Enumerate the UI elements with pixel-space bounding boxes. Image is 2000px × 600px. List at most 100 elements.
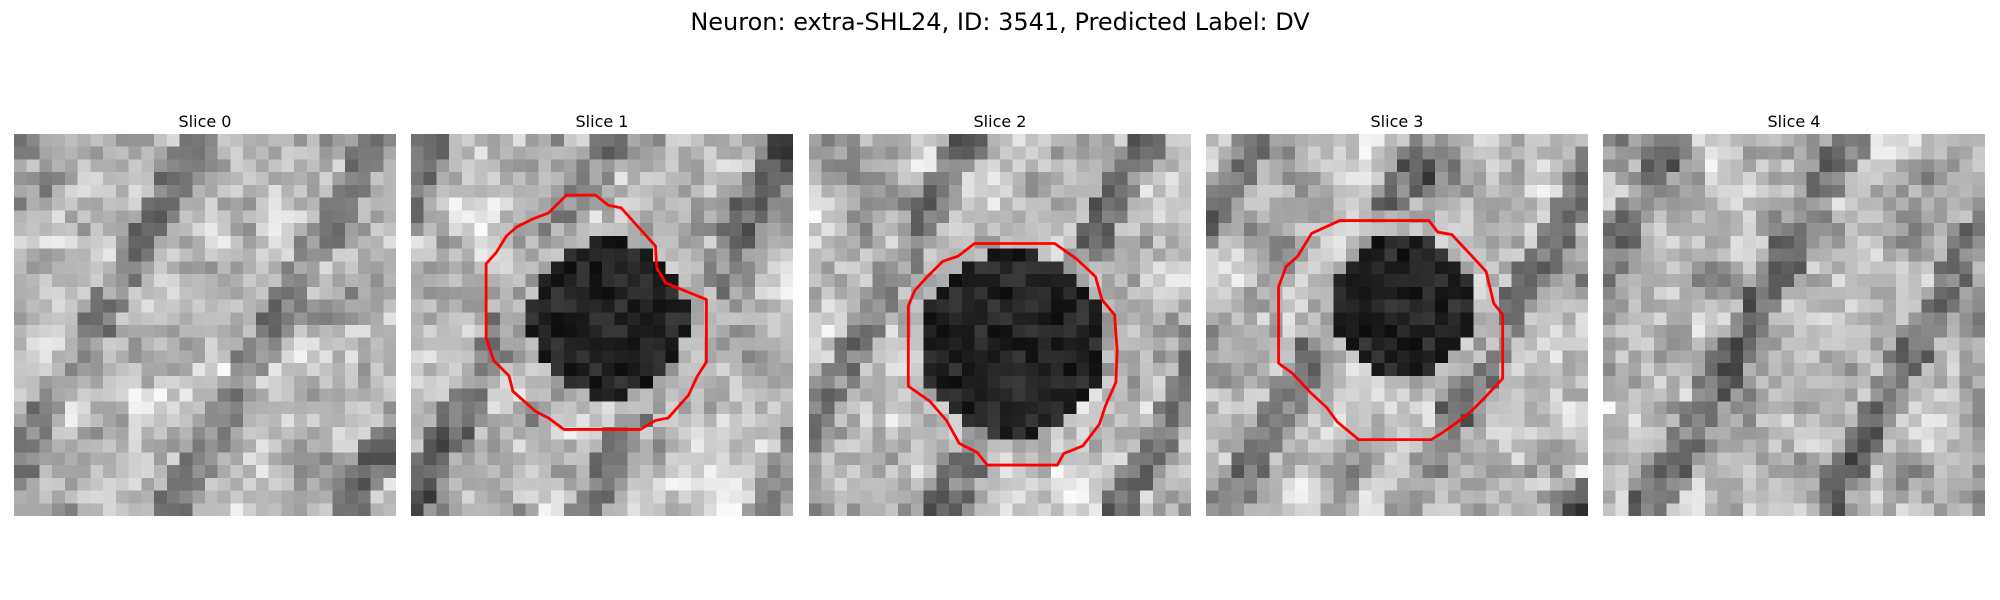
pixel [847, 312, 861, 326]
pixel [423, 197, 437, 211]
pixel [141, 465, 155, 479]
pixel [14, 286, 27, 300]
pixel [141, 159, 155, 173]
pixel [1946, 337, 1960, 351]
pixel [1524, 363, 1538, 377]
pixel [230, 146, 244, 160]
pixel [678, 439, 692, 453]
pixel [754, 426, 768, 440]
pixel [1358, 503, 1372, 516]
pixel [1524, 197, 1538, 211]
pixel [1895, 414, 1909, 428]
pixel [665, 223, 679, 237]
pixel [281, 452, 295, 466]
pixel [1422, 286, 1436, 300]
pixel [1781, 286, 1795, 300]
pixel [243, 159, 257, 173]
pixel [1038, 184, 1052, 198]
pixel [383, 388, 396, 402]
pixel [1615, 172, 1629, 186]
pixel [1295, 465, 1309, 479]
pixel [1409, 159, 1423, 173]
pixel [294, 261, 308, 275]
pixel [1934, 490, 1948, 504]
pixel [910, 146, 924, 160]
pixel [332, 312, 346, 326]
pixel [910, 452, 924, 466]
pixel [1178, 503, 1191, 516]
pixel [665, 134, 679, 147]
pixel [52, 375, 66, 389]
pixel [230, 490, 244, 504]
pixel [780, 210, 793, 224]
pixel [1679, 465, 1693, 479]
pixel [602, 172, 615, 186]
pixel [1244, 312, 1258, 326]
pixel [1244, 503, 1258, 516]
pixel [1025, 210, 1039, 224]
pixel [230, 439, 244, 453]
pixel [1460, 146, 1474, 160]
pixel [128, 452, 142, 466]
pixel [1050, 490, 1064, 504]
pixel [357, 426, 371, 440]
pixel [370, 363, 384, 377]
pixel [64, 172, 78, 186]
pixel [357, 490, 371, 504]
pixel [64, 452, 78, 466]
pixel [268, 312, 282, 326]
pixel [115, 325, 129, 338]
pixel [1603, 312, 1616, 326]
pixel [1870, 286, 1884, 300]
pixel [230, 261, 244, 275]
pixel [1511, 159, 1525, 173]
pixel [834, 452, 848, 466]
pixel [1231, 286, 1245, 300]
pixel [1307, 337, 1321, 351]
pixel [268, 337, 282, 351]
pixel [1089, 261, 1103, 275]
pixel [729, 172, 743, 186]
pixel [1743, 286, 1757, 300]
pixel [474, 465, 488, 479]
pixel [1397, 299, 1410, 313]
pixel [1537, 490, 1551, 504]
pixel [1524, 223, 1538, 237]
pixel [1895, 146, 1909, 160]
pixel [1050, 414, 1064, 428]
pixel [1422, 197, 1436, 211]
pixel [754, 439, 768, 453]
pixel [1152, 312, 1166, 326]
pixel [754, 414, 768, 428]
pixel [678, 261, 692, 275]
pixel [1704, 388, 1718, 402]
pixel [461, 503, 475, 516]
pixel [1397, 312, 1410, 326]
pixel [1165, 172, 1179, 186]
pixel [306, 350, 320, 364]
pixel [1358, 172, 1372, 186]
pixel [859, 134, 873, 147]
pixel [987, 184, 1001, 198]
pixel [834, 426, 848, 440]
pixel [1562, 261, 1576, 275]
pixel [1794, 414, 1807, 428]
pixel [872, 337, 886, 351]
pixel [1397, 477, 1410, 491]
pixel [703, 210, 717, 224]
pixel [383, 197, 396, 211]
pixel [1346, 261, 1360, 275]
pixel [525, 325, 539, 338]
pixel [1972, 235, 1985, 249]
pixel [1498, 210, 1512, 224]
pixel [767, 159, 781, 173]
pixel [230, 414, 244, 428]
pixel [500, 146, 514, 160]
pixel [525, 465, 539, 479]
pixel [1435, 299, 1449, 313]
pixel [1231, 197, 1245, 211]
pixel [936, 312, 950, 326]
pixel [551, 312, 565, 326]
pixel [1409, 286, 1423, 300]
pixel [512, 261, 526, 275]
